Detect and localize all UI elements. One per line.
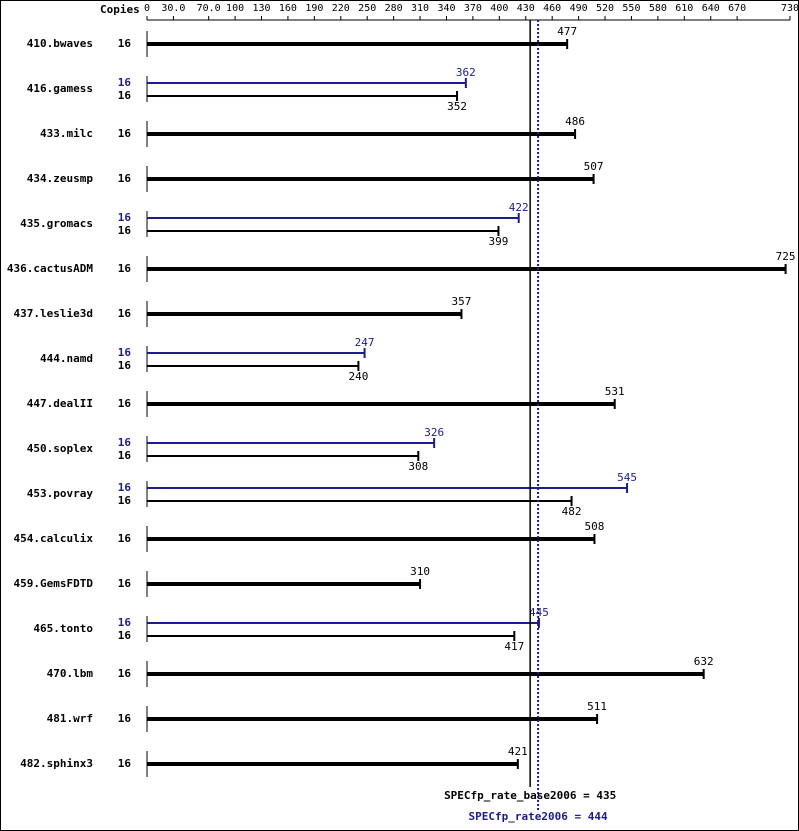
- x-tick-label: 670: [728, 3, 746, 14]
- copies-label: 16: [118, 397, 132, 410]
- copies-label: 16: [118, 346, 132, 359]
- reference-label: SPECfp_rate_base2006 = 435: [444, 789, 616, 802]
- copies-label: 16: [118, 211, 132, 224]
- category-label: 454.calculix: [14, 532, 94, 545]
- copies-label: 16: [118, 307, 132, 320]
- x-tick-label: 520: [596, 3, 614, 14]
- x-tick-label: 340: [437, 3, 455, 14]
- copies-label: 16: [118, 667, 132, 680]
- category-label: 482.sphinx3: [20, 757, 93, 770]
- category-label: 450.soplex: [27, 442, 94, 455]
- value-label: 417: [504, 640, 524, 653]
- copies-label: 16: [118, 481, 132, 494]
- copies-label: 16: [118, 449, 132, 462]
- value-label: 507: [584, 160, 604, 173]
- category-label: 447.dealII: [27, 397, 93, 410]
- value-label: 511: [587, 700, 607, 713]
- category-label: 416.gamess: [27, 82, 93, 95]
- value-label: 247: [355, 336, 375, 349]
- x-tick-label: 280: [385, 3, 403, 14]
- category-label: 436.cactusADM: [7, 262, 93, 275]
- copies-label: 16: [118, 712, 132, 725]
- x-tick-label: 580: [649, 3, 667, 14]
- x-tick-label: 460: [543, 3, 561, 14]
- copies-label: 16: [118, 359, 132, 372]
- copies-label: 16: [118, 127, 132, 140]
- value-label: 545: [617, 471, 637, 484]
- value-label: 422: [509, 201, 529, 214]
- value-label: 399: [489, 235, 509, 248]
- x-tick-label: 0: [144, 3, 150, 14]
- value-label: 352: [447, 100, 467, 113]
- value-label: 326: [424, 426, 444, 439]
- x-tick-label: 370: [464, 3, 482, 14]
- copies-label: 16: [118, 757, 132, 770]
- copies-label: 16: [118, 262, 132, 275]
- axis-title: Copies: [100, 3, 140, 16]
- value-label: 482: [562, 505, 582, 518]
- value-label: 531: [605, 385, 625, 398]
- x-tick-label: 190: [305, 3, 323, 14]
- category-label: 437.leslie3d: [14, 307, 93, 320]
- x-tick-label: 70.0: [197, 3, 221, 14]
- copies-label: 16: [118, 76, 132, 89]
- value-label: 486: [565, 115, 585, 128]
- x-tick-label: 550: [622, 3, 640, 14]
- category-label: 434.zeusmp: [27, 172, 94, 185]
- copies-label: 16: [118, 436, 132, 449]
- value-label: 725: [776, 250, 796, 263]
- x-tick-label: 610: [675, 3, 693, 14]
- category-label: 465.tonto: [33, 622, 93, 635]
- category-label: 459.GemsFDTD: [14, 577, 94, 590]
- x-tick-label: 30.0: [161, 3, 185, 14]
- copies-label: 16: [118, 577, 132, 590]
- category-label: 444.namd: [40, 352, 93, 365]
- copies-label: 16: [118, 89, 132, 102]
- x-tick-label: 400: [490, 3, 508, 14]
- copies-label: 16: [118, 494, 132, 507]
- reference-label: SPECfp_rate2006 = 444: [469, 810, 608, 823]
- copies-label: 16: [118, 224, 132, 237]
- x-tick-label: 490: [570, 3, 588, 14]
- value-label: 421: [508, 745, 528, 758]
- category-label: 481.wrf: [47, 712, 93, 725]
- category-label: 410.bwaves: [27, 37, 93, 50]
- x-tick-label: 100: [226, 3, 244, 14]
- copies-label: 16: [118, 532, 132, 545]
- copies-label: 16: [118, 172, 132, 185]
- copies-label: 16: [118, 629, 132, 642]
- value-label: 308: [408, 460, 428, 473]
- value-label: 508: [585, 520, 605, 533]
- category-label: 470.lbm: [47, 667, 94, 680]
- category-label: 435.gromacs: [20, 217, 93, 230]
- x-tick-label: 730: [781, 3, 799, 14]
- x-tick-label: 250: [358, 3, 376, 14]
- category-label: 453.povray: [27, 487, 94, 500]
- x-tick-label: 220: [332, 3, 350, 14]
- category-label: 433.milc: [40, 127, 93, 140]
- x-tick-label: 430: [517, 3, 535, 14]
- x-tick-label: 130: [252, 3, 270, 14]
- value-label: 362: [456, 66, 476, 79]
- value-label: 632: [694, 655, 714, 668]
- x-tick-label: 160: [279, 3, 297, 14]
- copies-label: 16: [118, 616, 132, 629]
- value-label: 477: [557, 25, 577, 38]
- copies-label: 16: [118, 37, 132, 50]
- value-label: 357: [452, 295, 472, 308]
- x-tick-label: 640: [702, 3, 720, 14]
- x-tick-label: 310: [411, 3, 429, 14]
- value-label: 240: [348, 370, 368, 383]
- value-label: 310: [410, 565, 430, 578]
